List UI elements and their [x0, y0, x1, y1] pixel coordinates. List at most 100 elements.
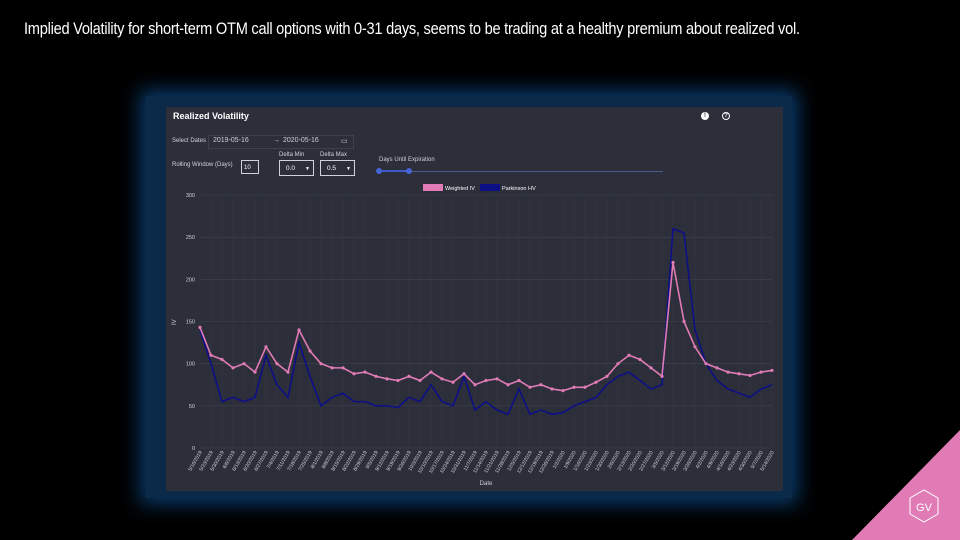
select-dates-label: Select Dates: [172, 138, 207, 144]
weighted-iv-point: [770, 368, 774, 373]
date-range-picker[interactable]: [208, 135, 354, 149]
weighted-iv-point: [440, 377, 444, 381]
y-tick-label: 250: [186, 235, 195, 241]
weighted-iv-point: [671, 260, 675, 265]
y-tick-label: 300: [186, 193, 195, 199]
weighted-iv-point: [242, 362, 246, 366]
weighted-iv-point: [517, 378, 521, 383]
weighted-iv-point: [286, 370, 290, 374]
y-tick-label: 0: [192, 446, 195, 452]
weighted-iv-point: [539, 383, 543, 387]
delta-min-select[interactable]: 0.0 ▼: [279, 160, 314, 176]
weighted-iv-point: [220, 357, 224, 362]
weighted-iv-point: [715, 366, 719, 370]
panel-title: Realized Volatility: [173, 111, 249, 121]
logo-triangle: [852, 430, 960, 540]
weighted-iv-point: [275, 362, 279, 366]
weighted-iv-point: [660, 374, 664, 378]
delta-max-select[interactable]: 0.5 ▼: [320, 160, 355, 176]
legend-swatch: [423, 184, 443, 191]
weighted-iv-point: [693, 345, 697, 349]
weighted-iv-point: [605, 374, 609, 378]
y-axis-label: IV: [172, 319, 178, 325]
y-tick-label: 50: [189, 404, 195, 410]
rolling-window-input[interactable]: 10: [241, 160, 259, 174]
gv-logo: GV: [852, 430, 960, 540]
weighted-iv-point: [396, 378, 400, 383]
slide-title: Implied Volatility for short-term OTM ca…: [24, 19, 800, 38]
weighted-iv-point: [506, 383, 510, 387]
chevron-down-icon: ▼: [305, 166, 310, 172]
days-slider-range: [378, 170, 408, 172]
delta-min-value: 0.0: [286, 165, 296, 172]
y-tick-label: 100: [186, 362, 195, 368]
legend-label: Weighted IV: [445, 186, 475, 192]
end-date-input[interactable]: 2020-05-16: [283, 137, 319, 144]
legend-label: Parkinson HV: [502, 186, 536, 192]
weighted-iv-point: [638, 357, 642, 362]
weighted-iv-point: [462, 372, 466, 376]
weighted-iv-point: [341, 366, 345, 370]
y-tick-label: 200: [186, 277, 195, 283]
weighted-iv-point: [550, 387, 554, 391]
weighted-iv-point: [231, 366, 235, 370]
weighted-iv-point: [484, 378, 488, 383]
weighted-iv-point: [649, 366, 653, 370]
weighted-iv-point: [264, 345, 268, 349]
series-line-parkinson-hv: [199, 227, 773, 416]
days-slider-max-handle[interactable]: [406, 168, 412, 174]
y-axis-ticks: 0 50 100 150 200 250 300: [186, 193, 195, 452]
realized-volatility-panel: Realized Volatility ! ? Select Dates 201…: [166, 107, 783, 491]
weighted-iv-point: [429, 370, 433, 374]
weighted-iv-point: [352, 372, 356, 376]
weighted-iv-point: [451, 380, 455, 384]
legend-swatch: [480, 184, 500, 191]
weighted-iv-point: [561, 389, 565, 393]
weighted-iv-point: [297, 328, 301, 332]
delta-max-value: 0.5: [327, 165, 337, 172]
weighted-iv-point: [198, 325, 202, 330]
calendar-icon[interactable]: ▭: [341, 138, 348, 145]
days-slider-track[interactable]: [378, 171, 663, 172]
weighted-iv-point: [473, 383, 477, 387]
hexagon-icon: [909, 489, 939, 523]
help-icon[interactable]: ?: [722, 112, 730, 120]
delta-min-label: Delta Min: [279, 152, 305, 158]
chart-legend: Weighted IV Parkinson HV: [423, 184, 536, 192]
weighted-iv-point: [209, 353, 213, 357]
weighted-iv-point: [572, 385, 576, 389]
weighted-iv-point: [726, 370, 730, 374]
x-axis-label: Date: [480, 481, 493, 487]
weighted-iv-point: [253, 370, 257, 374]
days-slider-min-handle[interactable]: [376, 168, 382, 174]
weighted-iv-point: [363, 370, 367, 374]
delta-max-label: Delta Max: [320, 152, 348, 158]
weighted-iv-point: [704, 362, 708, 366]
weighted-iv-point: [759, 370, 763, 374]
weighted-iv-point: [594, 380, 598, 384]
rolling-window-label: Rolling Window (Days): [172, 162, 233, 168]
y-tick-label: 150: [186, 320, 195, 326]
weighted-iv-point: [748, 373, 752, 378]
weighted-iv-point: [528, 385, 532, 389]
chart-grid: [199, 194, 773, 449]
weighted-iv-point: [627, 353, 631, 357]
logo-text: GV: [916, 502, 933, 514]
chevron-down-icon: ▼: [346, 166, 351, 172]
weighted-iv-point: [319, 362, 323, 366]
weighted-iv-point: [374, 374, 378, 378]
info-icon[interactable]: !: [701, 112, 709, 120]
chart-series: [198, 227, 774, 416]
weighted-iv-point: [495, 377, 499, 381]
weighted-iv-point: [583, 385, 587, 389]
weighted-iv-point: [737, 372, 741, 376]
days-until-expiration-label: Days Until Expiration: [379, 157, 435, 163]
weighted-iv-point: [418, 378, 422, 383]
x-axis-ticks: 5/16/20195/23/20195/30/20196/6/20196/13/…: [187, 450, 775, 475]
weighted-iv-point: [682, 319, 686, 324]
start-date-input[interactable]: 2019-05-16: [213, 137, 249, 144]
weighted-iv-point: [385, 377, 389, 381]
weighted-iv-point: [407, 374, 411, 378]
weighted-iv-point: [330, 366, 334, 370]
